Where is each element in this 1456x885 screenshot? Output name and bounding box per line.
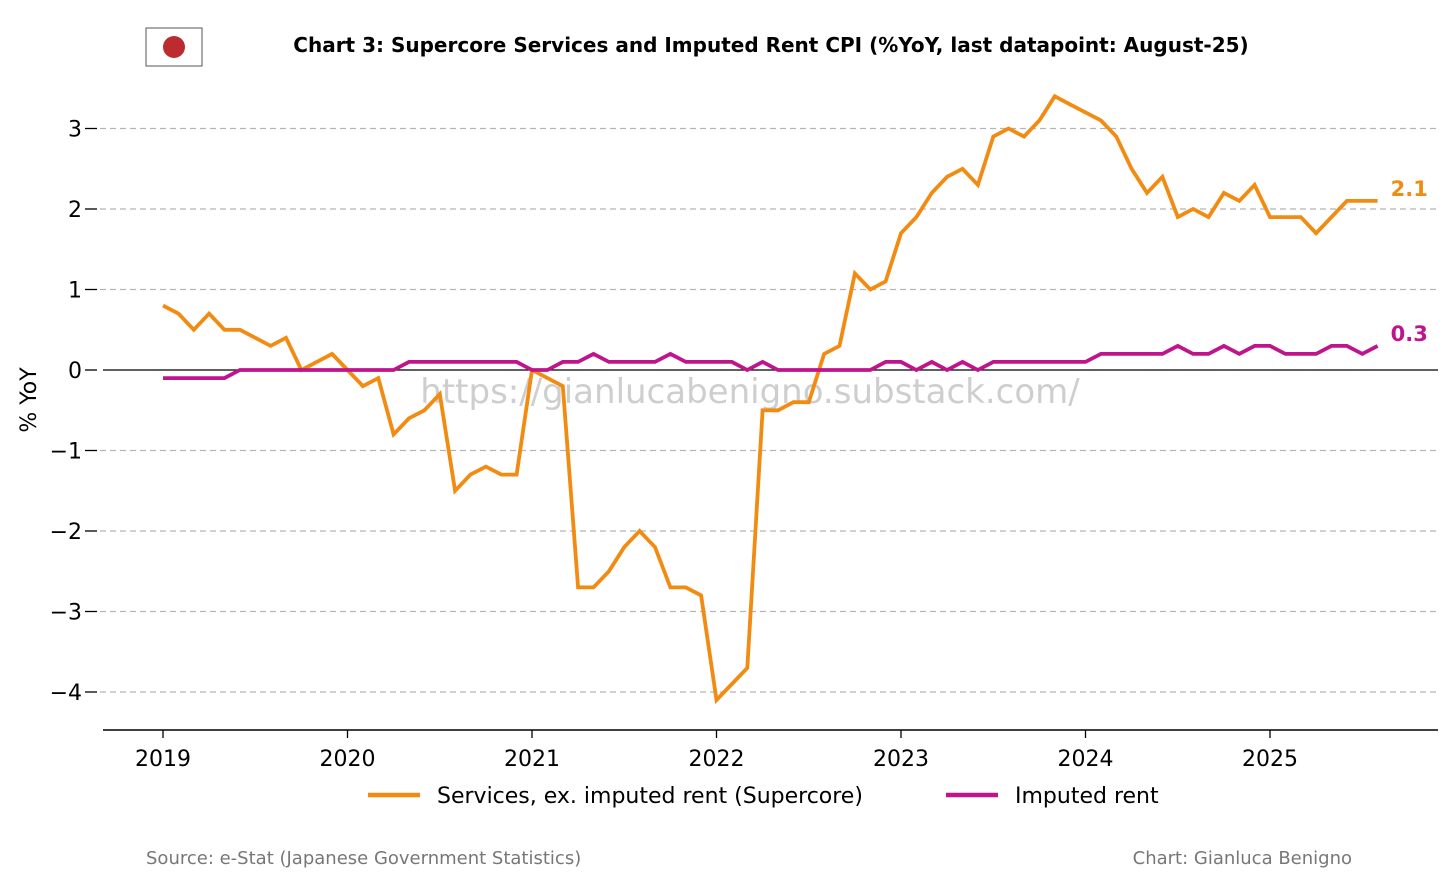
end-label-supercore: 2.1 xyxy=(1391,177,1428,201)
x-tick-label: 2022 xyxy=(689,747,745,772)
source-note: Source: e-Stat (Japanese Government Stat… xyxy=(146,848,581,869)
y-axis-label: % YoY xyxy=(17,367,42,433)
legend-label-supercore: Services, ex. imputed rent (Supercore) xyxy=(437,784,863,809)
x-tick-label: 2021 xyxy=(504,747,560,772)
x-tick-label: 2024 xyxy=(1058,747,1114,772)
y-tick-label: −3 xyxy=(50,601,82,626)
y-tick-label: 1 xyxy=(68,279,82,304)
y-tick-label: −1 xyxy=(50,440,82,465)
end-labels: 2.1 0.3 xyxy=(1391,177,1428,346)
chart-credit: Chart: Gianluca Benigno xyxy=(1133,848,1352,869)
x-tick-label: 2019 xyxy=(135,747,191,772)
y-tick-label: −4 xyxy=(50,681,82,706)
chart-title: Chart 3: Supercore Services and Imputed … xyxy=(293,33,1248,57)
x-ticks: 2019 2020 2021 2022 2023 2024 2025 xyxy=(135,730,1298,772)
japan-flag-icon xyxy=(145,27,203,67)
end-label-imputed-rent: 0.3 xyxy=(1391,322,1428,346)
series-line-imputed-rent xyxy=(163,343,1379,381)
x-tick-label: 2020 xyxy=(320,747,376,772)
x-tick-label: 2023 xyxy=(873,747,929,772)
y-tick-label: 2 xyxy=(68,198,82,223)
legend: Services, ex. imputed rent (Supercore) I… xyxy=(368,784,1159,809)
watermark: https://gianlucabenigno.substack.com/ xyxy=(420,372,1080,412)
y-tick-label: 0 xyxy=(68,359,82,384)
y-tick-label: 3 xyxy=(68,118,82,143)
series-line-supercore xyxy=(162,93,1378,705)
x-tick-label: 2025 xyxy=(1242,747,1298,772)
y-tick-label: −2 xyxy=(50,520,82,545)
y-tick-labels: 3 2 1 0 −1 −2 −3 −4 xyxy=(50,118,97,706)
series-lines xyxy=(162,93,1379,705)
legend-label-imputed-rent: Imputed rent xyxy=(1015,784,1159,809)
